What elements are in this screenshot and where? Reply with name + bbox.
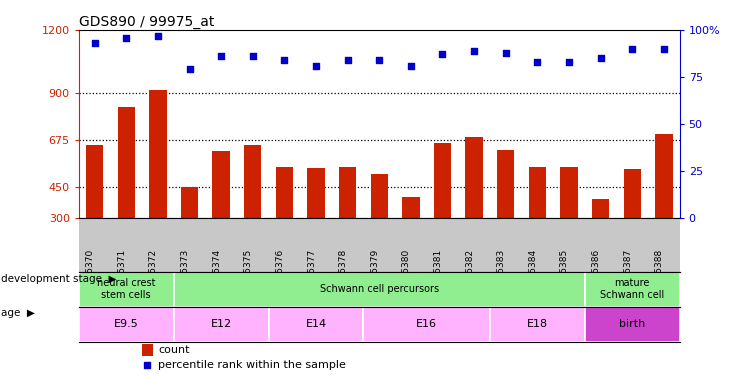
Point <box>120 34 132 40</box>
Bar <box>173 272 585 307</box>
Bar <box>307 168 324 218</box>
Text: percentile rank within the sample: percentile rank within the sample <box>158 360 346 370</box>
Point <box>152 33 164 39</box>
Point <box>405 63 417 69</box>
Text: development stage  ▶: development stage ▶ <box>1 274 116 284</box>
Bar <box>585 272 680 307</box>
Text: mature
Schwann cell: mature Schwann cell <box>600 279 665 300</box>
Bar <box>244 145 261 218</box>
Bar <box>370 174 388 218</box>
Bar <box>363 307 490 342</box>
Bar <box>466 136 483 218</box>
Point <box>532 59 544 65</box>
Bar <box>490 307 585 342</box>
Point <box>89 40 101 46</box>
Bar <box>655 135 673 218</box>
Point <box>499 50 511 55</box>
Bar <box>529 167 546 218</box>
Point <box>658 46 670 52</box>
Text: E18: E18 <box>526 319 548 329</box>
Text: GDS890 / 99975_at: GDS890 / 99975_at <box>79 15 214 29</box>
Point <box>563 59 575 65</box>
Bar <box>497 150 514 218</box>
Text: age  ▶: age ▶ <box>1 308 35 318</box>
Bar <box>118 107 135 218</box>
Point <box>310 63 322 69</box>
Bar <box>592 199 609 218</box>
Bar <box>79 272 173 307</box>
Bar <box>623 169 641 218</box>
Text: neural crest
stem cells: neural crest stem cells <box>97 279 155 300</box>
Point <box>215 53 227 59</box>
Bar <box>213 151 230 218</box>
Point <box>141 362 153 368</box>
Point <box>626 46 638 52</box>
Bar <box>86 145 104 218</box>
Bar <box>585 307 680 342</box>
Bar <box>560 167 578 218</box>
Point <box>436 51 448 57</box>
Bar <box>142 344 152 356</box>
Bar <box>149 90 167 218</box>
Text: E16: E16 <box>416 319 437 329</box>
Bar <box>269 307 363 342</box>
Point <box>342 57 354 63</box>
Text: birth: birth <box>619 319 645 329</box>
Bar <box>173 307 269 342</box>
Text: E9.5: E9.5 <box>114 319 139 329</box>
Point <box>595 55 607 61</box>
Bar <box>403 197 420 218</box>
Text: E12: E12 <box>210 319 232 329</box>
Text: E14: E14 <box>306 319 327 329</box>
Point <box>183 66 195 72</box>
Point <box>468 48 480 54</box>
Bar <box>276 167 293 218</box>
Point <box>279 57 291 63</box>
Bar <box>339 167 356 218</box>
Bar <box>434 143 451 218</box>
Point <box>247 53 259 59</box>
Bar <box>181 187 198 218</box>
Bar <box>79 307 173 342</box>
Text: count: count <box>158 345 190 355</box>
Text: Schwann cell percursors: Schwann cell percursors <box>320 284 439 294</box>
Point <box>373 57 385 63</box>
